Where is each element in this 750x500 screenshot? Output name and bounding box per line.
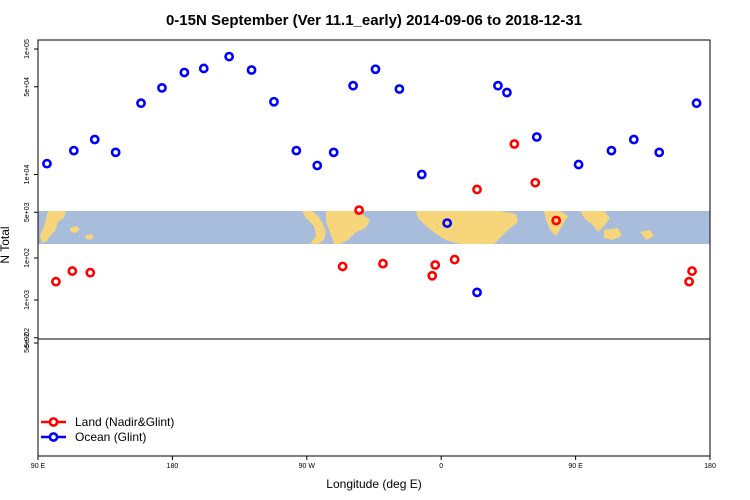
x-tick-label: 180 (704, 463, 716, 470)
land-point (687, 266, 697, 276)
x-axis-title: Longitude (deg E) (326, 477, 421, 491)
y-tick-label: 5e+02 (24, 333, 31, 353)
x-tick-label: 90 E (568, 463, 583, 470)
ocean-point (370, 64, 381, 75)
land-point (51, 276, 61, 287)
land-point (378, 258, 388, 269)
ocean-point (291, 145, 302, 156)
y-tick-label: 1e+03 (24, 290, 31, 310)
y-tick-label: 1e+02 (24, 248, 31, 268)
ocean-point (416, 169, 427, 180)
land-point (354, 205, 364, 216)
ocean-point (136, 98, 146, 109)
y-tick-label: 5e+02 (24, 328, 31, 348)
ocean-point (348, 80, 358, 91)
ocean-point (269, 96, 279, 107)
y-tick-label: 5e+03 (24, 202, 31, 222)
ocean-point (68, 145, 79, 156)
ocean-point (531, 132, 542, 142)
ocean-point (472, 287, 482, 298)
legend-marker (48, 417, 59, 427)
ocean-point (157, 82, 167, 93)
map-land-africa (416, 211, 518, 244)
ocean-point (198, 63, 209, 74)
land-point (85, 267, 96, 278)
land-point (427, 270, 438, 281)
legend-marker (48, 432, 59, 442)
plot-frame (37, 39, 711, 457)
land-point (684, 276, 694, 287)
ocean-point (42, 158, 52, 169)
y-tick-label: 1e+04 (24, 165, 31, 185)
legend: Land (Nadir&Glint)Ocean (Glint) (41, 415, 174, 444)
ocean-point (654, 147, 665, 158)
ocean-point (394, 84, 405, 94)
world-map-strip (38, 211, 710, 244)
x-tick-label: 180 (167, 463, 179, 470)
ocean-point (312, 160, 323, 171)
land-point (449, 254, 460, 265)
map-land-south-america (326, 211, 370, 244)
map-land-islands-west (70, 226, 94, 240)
ocean-point (89, 134, 100, 145)
ocean-point (628, 134, 639, 145)
map-land-southeast-asia (580, 211, 622, 240)
land-point (430, 260, 441, 270)
map-land-islands-east (640, 230, 654, 240)
y-tick-label: 5e+04 (24, 77, 31, 97)
ocean-point (502, 87, 512, 98)
map-land-australasia-west (40, 211, 66, 243)
ocean-point (224, 51, 235, 62)
y-axis-title: N Total (0, 226, 12, 263)
x-tick-label: 90 E (31, 463, 46, 470)
ocean-point (110, 147, 121, 158)
ocean-point (442, 218, 453, 228)
land-point (530, 177, 541, 188)
x-tick-label: 90 W (299, 463, 316, 470)
land-point (337, 261, 348, 272)
land-point (551, 215, 562, 226)
y-tick-label: 1e+05 (24, 39, 31, 59)
map-land-americas (302, 211, 326, 244)
ocean-point (691, 98, 702, 109)
ocean-point (179, 67, 190, 78)
land-point (472, 184, 482, 195)
ocean-point (246, 65, 257, 75)
legend-label: Ocean (Glint) (75, 430, 146, 444)
ocean-point (606, 145, 617, 156)
legend-label: Land (Nadir&Glint) (75, 415, 174, 429)
land-point (509, 139, 520, 149)
x-tick-label: 0 (439, 463, 443, 470)
ocean-point (493, 80, 503, 91)
land-point (67, 266, 78, 276)
ocean-point (328, 147, 339, 158)
chart-title: 0-15N September (Ver 11.1_early) 2014-09… (166, 12, 582, 29)
ocean-point (573, 159, 584, 170)
